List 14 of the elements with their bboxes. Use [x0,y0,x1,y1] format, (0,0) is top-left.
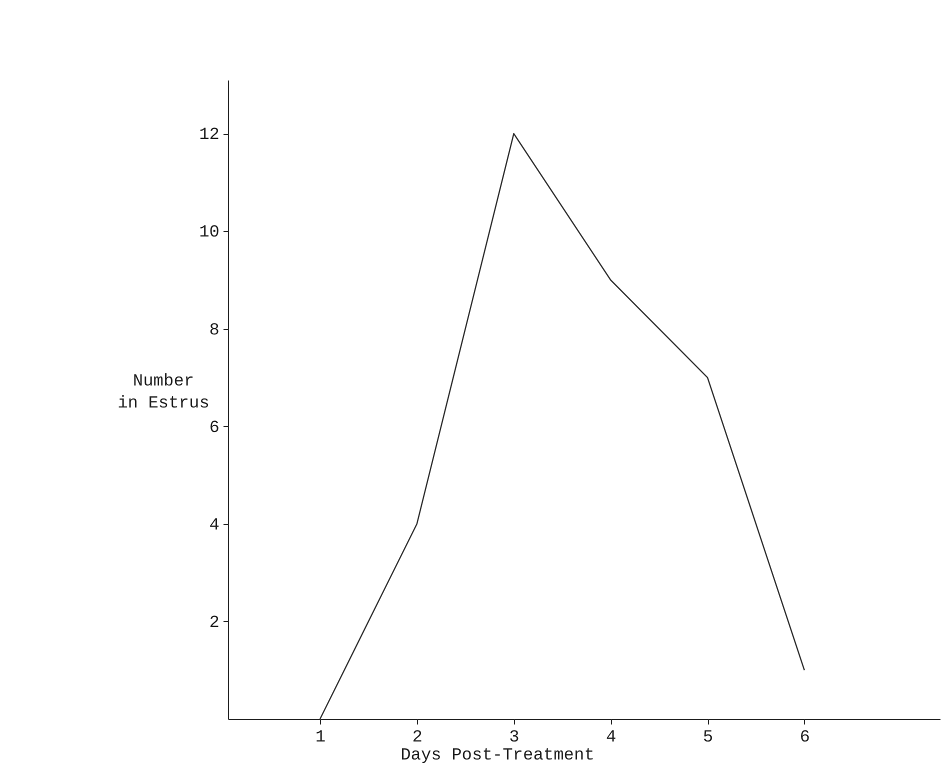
y-tick-label: 10 [199,224,220,243]
x-tick-label: 4 [606,728,616,748]
y-tick-label: 12 [199,126,220,146]
x-axis-title: Days Post-Treatment [400,746,594,766]
x-tick-label: 3 [509,728,520,748]
y-axis-title: Number in Estrus [118,372,210,414]
x-tick-label: 2 [412,728,422,748]
x-tick-label: 1 [315,728,326,748]
x-tick-label: 6 [800,728,810,748]
x-tick-label: 5 [702,728,714,748]
y-tick-label: 2 [209,614,220,633]
y-tick-label: 6 [209,418,220,438]
y-tick-label: 4 [209,516,220,536]
y-tick-label: 8 [209,321,220,340]
